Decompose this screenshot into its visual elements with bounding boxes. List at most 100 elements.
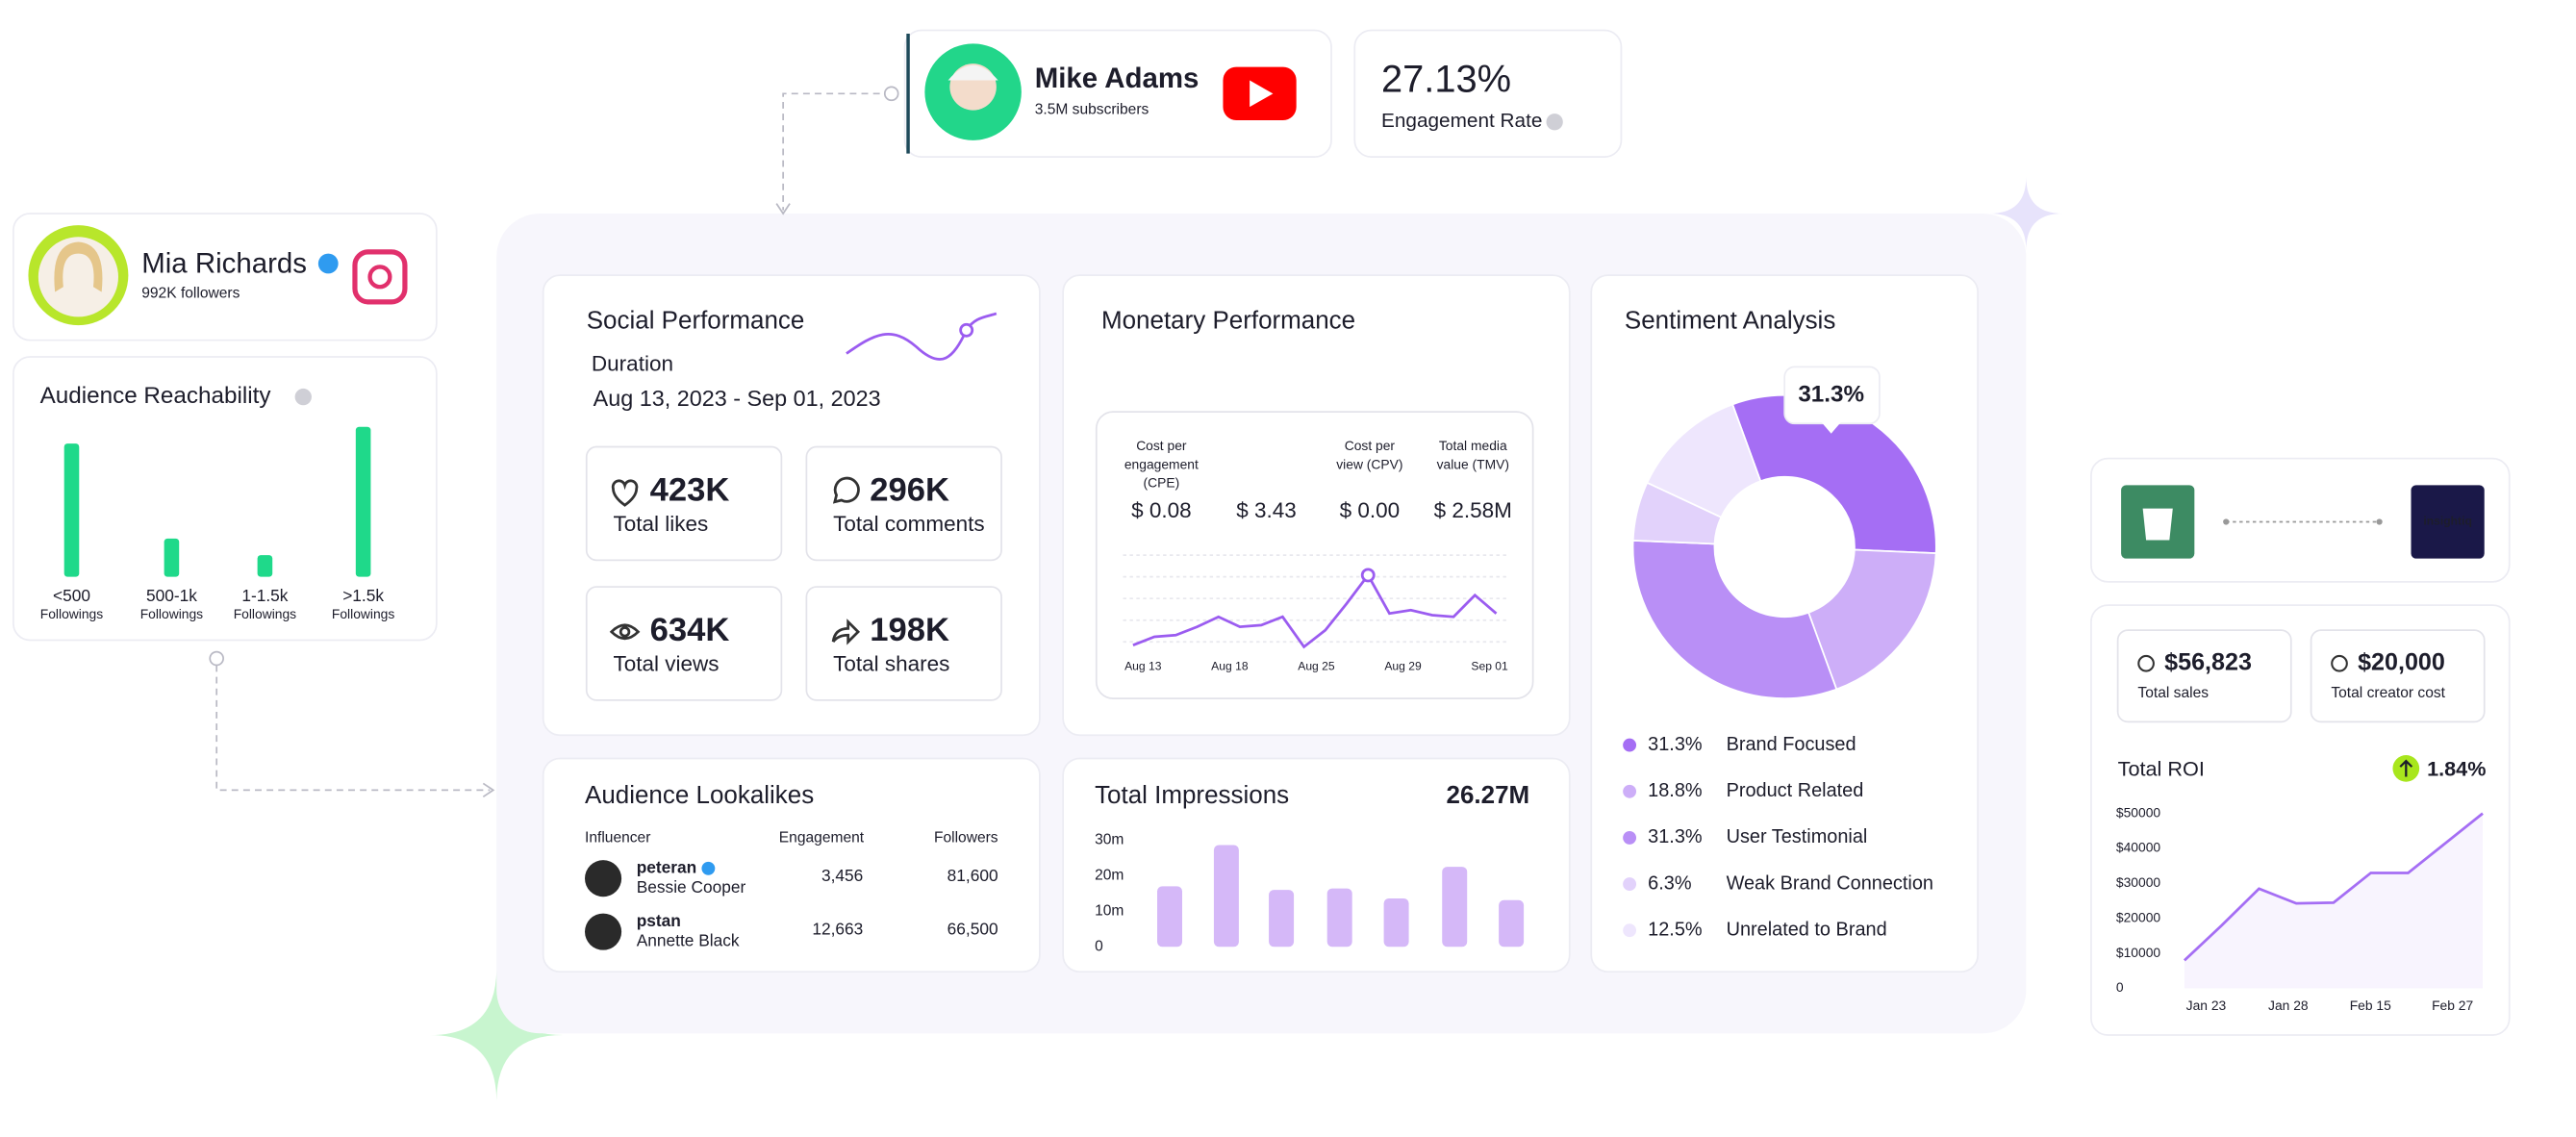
x-tick-label: 500-1k	[146, 586, 197, 605]
y-tick-label: $40000	[2116, 840, 2160, 855]
stat-box	[585, 445, 783, 562]
card-title: Total ROI	[2118, 756, 2205, 780]
stat-box	[805, 445, 1002, 562]
avatar-cap	[947, 64, 998, 81]
callout-pointer	[1821, 421, 1842, 434]
connector-arrow	[775, 203, 791, 215]
legend-label: Product Related	[1727, 780, 1864, 801]
x-tick-label: 1-1.5k	[241, 586, 288, 605]
card	[12, 213, 438, 341]
card-title: Audience Reachability	[40, 383, 272, 409]
insightiq-logo: insightiq	[2423, 515, 2471, 528]
stat-box	[1095, 411, 1534, 699]
line-point	[1360, 568, 1376, 583]
y-tick-label: 20m	[1095, 867, 1124, 883]
card	[903, 29, 1332, 159]
instagram-lens	[367, 265, 392, 290]
legend-label: Unrelated to Brand	[1727, 920, 1887, 941]
bar	[63, 443, 80, 577]
legend-dot	[1623, 830, 1637, 845]
stat-label: Total sales	[2137, 685, 2209, 701]
change-arrow	[2399, 759, 2413, 777]
card-title: Total Impressions	[1095, 780, 1289, 809]
card-title: Audience Lookalikes	[585, 780, 814, 809]
x-tick-label: Aug 29	[1384, 659, 1422, 672]
legend-dot	[1623, 923, 1637, 938]
bar	[1383, 897, 1409, 948]
stat-box	[2116, 629, 2292, 723]
engagement: 12,663	[812, 919, 863, 938]
followers: 66,500	[947, 919, 998, 938]
influencer-name: Bessie Cooper	[637, 877, 746, 897]
stat-value: 198K	[870, 612, 949, 648]
x-tick-label: Aug 18	[1211, 659, 1249, 672]
duration-label: Duration	[592, 352, 673, 376]
instagram-icon	[352, 249, 408, 305]
followers: 81,600	[947, 866, 998, 885]
bar	[1499, 899, 1525, 948]
legend-label: Weak Brand Connection	[1727, 872, 1933, 894]
verified-badge	[317, 253, 339, 274]
influencer-name: Annette Black	[637, 931, 740, 950]
bar	[1269, 890, 1295, 948]
stat-icon	[609, 623, 641, 641]
card-title: Social Performance	[587, 305, 805, 334]
stat-box	[2310, 629, 2486, 723]
pie-slice	[1646, 403, 1762, 518]
metric-label: Cost per	[1136, 438, 1187, 453]
link-dot	[2223, 518, 2230, 525]
metric-label: view (CPV)	[1336, 456, 1402, 471]
legend-value: 31.3%	[1648, 826, 1702, 847]
stat-icon	[2331, 654, 2348, 672]
y-tick-label: $20000	[2116, 909, 2160, 924]
card	[12, 356, 438, 642]
handle: peteran	[637, 857, 697, 876]
stat-box	[805, 586, 1002, 701]
column-header: Engagement	[779, 830, 865, 846]
shopify-bag	[2142, 508, 2173, 541]
y-tick-label: $10000	[2116, 945, 2160, 960]
x-tick-label: Jan 23	[2186, 998, 2227, 1013]
metric-label: engagement	[1124, 456, 1199, 471]
card-title: Sentiment Analysis	[1625, 305, 1835, 334]
engagement-label: Engagement Rate	[1381, 110, 1542, 132]
stat-label: Total views	[613, 651, 719, 675]
pie-slice	[1807, 548, 1937, 691]
stat-icon	[831, 619, 861, 645]
area	[2184, 813, 2483, 989]
verified-badge	[701, 861, 716, 875]
stat-label: Total likes	[613, 512, 708, 536]
legend-label: User Testimonial	[1727, 826, 1868, 847]
stat-value: $20,000	[2358, 648, 2445, 675]
decor-sparkline	[846, 312, 998, 361]
card	[542, 757, 1041, 973]
legend-dot	[1623, 738, 1637, 752]
stat-value: 634K	[650, 612, 730, 648]
x-tick-label: Jan 28	[2268, 998, 2309, 1013]
legend-value: 18.8%	[1648, 780, 1702, 801]
legend-value: 12.5%	[1648, 920, 1702, 941]
stat-box	[585, 586, 783, 701]
connector-dot	[883, 86, 899, 102]
roi-change: 1.84%	[2427, 756, 2486, 780]
bar	[257, 555, 273, 577]
x-tick-unit: Followings	[40, 606, 103, 621]
y-tick-label: $30000	[2116, 874, 2160, 890]
creator-followers: 992K followers	[141, 285, 240, 301]
line	[1132, 572, 1498, 649]
link-dot	[2376, 518, 2383, 525]
callout-value: 31.3%	[1798, 381, 1864, 407]
metric-label: (CPE)	[1144, 474, 1180, 490]
x-tick-label: Aug 25	[1298, 659, 1335, 672]
engagement-value: 27.13%	[1381, 59, 1511, 101]
youtube-play	[1250, 80, 1274, 108]
connector-arrow	[482, 782, 495, 798]
x-tick-label: Feb 27	[2432, 998, 2473, 1013]
bar	[355, 426, 371, 577]
column-header: Followers	[934, 830, 998, 846]
bar	[1157, 886, 1183, 948]
x-tick-label: >1.5k	[342, 586, 384, 605]
x-tick-label: Aug 13	[1124, 659, 1162, 672]
creator-subscribers: 3.5M subscribers	[1035, 102, 1149, 118]
engagement: 3,456	[821, 866, 863, 885]
